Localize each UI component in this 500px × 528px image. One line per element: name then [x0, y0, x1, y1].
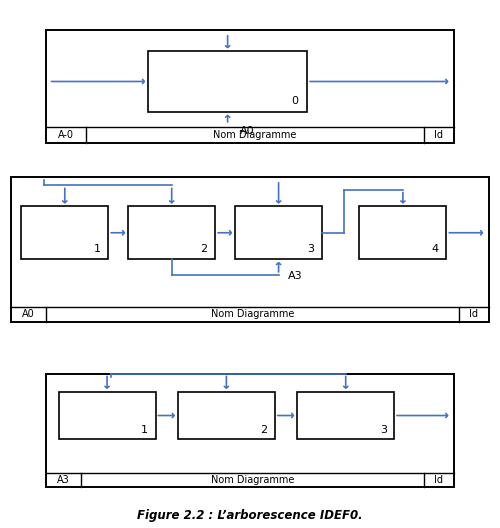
Text: 2: 2 [260, 425, 268, 435]
Text: A0: A0 [240, 126, 255, 136]
FancyBboxPatch shape [12, 177, 488, 322]
FancyBboxPatch shape [22, 206, 108, 259]
Text: Figure 2.2 : L’arborescence IDEF0.: Figure 2.2 : L’arborescence IDEF0. [137, 508, 363, 522]
Text: Id: Id [434, 475, 444, 485]
Text: 3: 3 [308, 244, 314, 254]
Text: Id: Id [434, 130, 444, 140]
Text: 4: 4 [432, 244, 439, 254]
Text: Nom Diagramme: Nom Diagramme [211, 475, 294, 485]
Text: Nom Diagramme: Nom Diagramme [211, 309, 294, 319]
Text: 1: 1 [141, 425, 148, 435]
Text: 0: 0 [291, 97, 298, 107]
Text: A3: A3 [288, 270, 302, 280]
FancyBboxPatch shape [235, 206, 322, 259]
FancyBboxPatch shape [58, 392, 156, 439]
Text: Nom Diagramme: Nom Diagramme [214, 130, 296, 140]
Text: 3: 3 [380, 425, 386, 435]
FancyBboxPatch shape [148, 51, 307, 112]
FancyBboxPatch shape [128, 206, 215, 259]
FancyBboxPatch shape [178, 392, 275, 439]
FancyBboxPatch shape [46, 30, 454, 143]
Text: A0: A0 [22, 309, 35, 319]
Text: 1: 1 [94, 244, 101, 254]
Text: Id: Id [469, 309, 478, 319]
FancyBboxPatch shape [46, 374, 454, 487]
Text: A3: A3 [57, 475, 70, 485]
FancyBboxPatch shape [360, 206, 446, 259]
Text: A-0: A-0 [58, 130, 74, 140]
FancyBboxPatch shape [297, 392, 394, 439]
Text: 2: 2 [200, 244, 207, 254]
